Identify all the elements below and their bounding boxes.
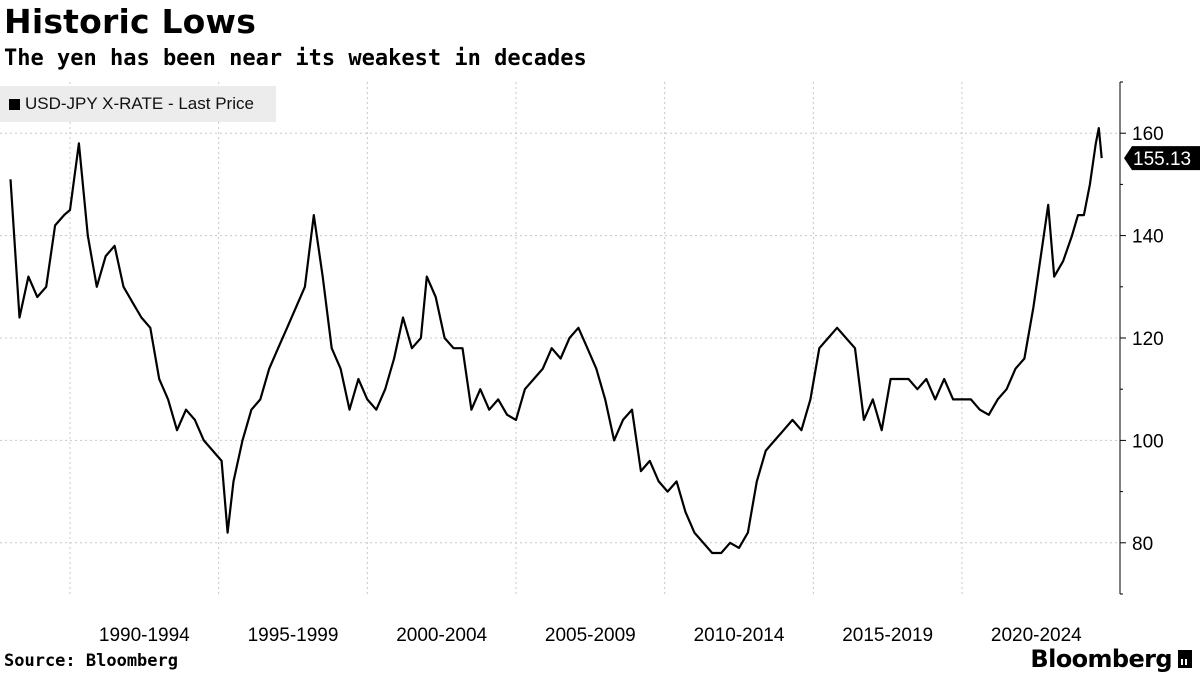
x-tick-label: 2015-2019 [842,625,933,646]
y-axis: 80 100 120 140 160 [1119,81,1164,595]
y-tick-label: 140 [1132,227,1164,248]
chart-title: Historic Lows [4,2,257,41]
last-value-badge: 155.13 [1124,146,1200,171]
legend: USD-JPY X-RATE - Last Price [0,86,276,122]
last-value-badge-shape [1124,146,1200,171]
x-tick-label: 2005-2009 [545,625,636,646]
x-tick-label: 1990-1994 [99,625,190,646]
legend-label: USD-JPY X-RATE - Last Price [25,94,254,113]
x-axis-labels: 1990-1994 1995-1999 2000-2004 2005-2009 2010… [99,625,1082,646]
y-tick-label: 80 [1132,534,1153,555]
last-value-label: 155.13 [1133,149,1191,170]
series-line [9,127,1103,555]
y-tick-label: 100 [1132,431,1164,452]
series-group [9,127,1103,555]
gridlines [0,82,1120,594]
chart-subtitle: The yen has been near its weakest in dec… [4,46,587,71]
logo-icon [1178,650,1192,668]
legend-swatch [9,98,20,110]
x-tick-label: 2010-2014 [694,625,785,646]
source-note: Source: Bloomberg [4,651,178,671]
x-tick-label: 2000-2004 [396,625,487,646]
y-tick-label: 120 [1132,329,1164,350]
bloomberg-logo: Bloomberg [1030,645,1192,673]
x-tick-label: 1995-1999 [248,625,339,646]
x-tick-label: 2020-2024 [991,625,1082,646]
y-tick-label: 160 [1132,124,1164,145]
logo-wordmark: Bloomberg [1030,645,1172,673]
